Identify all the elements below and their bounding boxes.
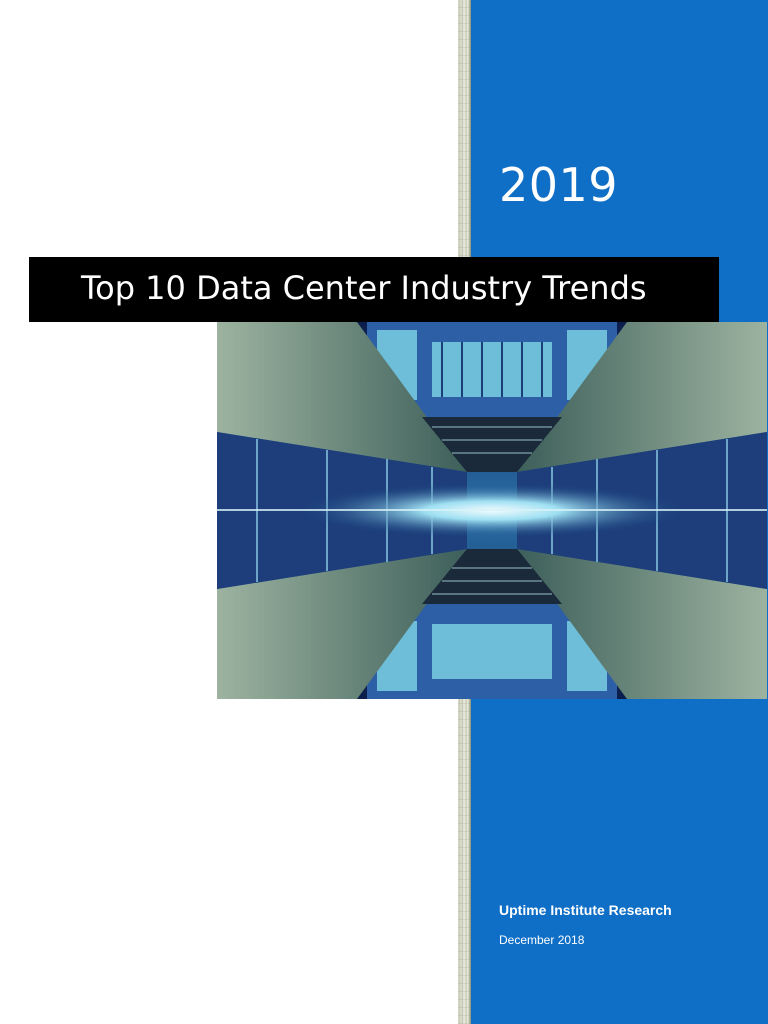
atrium-photo-illustration xyxy=(217,322,767,699)
report-year: 2019 xyxy=(499,158,619,212)
title-banner: Top 10 Data Center Industry Trends xyxy=(29,257,719,322)
publication-date: December 2018 xyxy=(499,933,585,947)
publisher-name: Uptime Institute Research xyxy=(499,902,672,918)
report-title: Top 10 Data Center Industry Trends xyxy=(81,269,647,307)
data-center-atrium-photo xyxy=(217,322,767,699)
